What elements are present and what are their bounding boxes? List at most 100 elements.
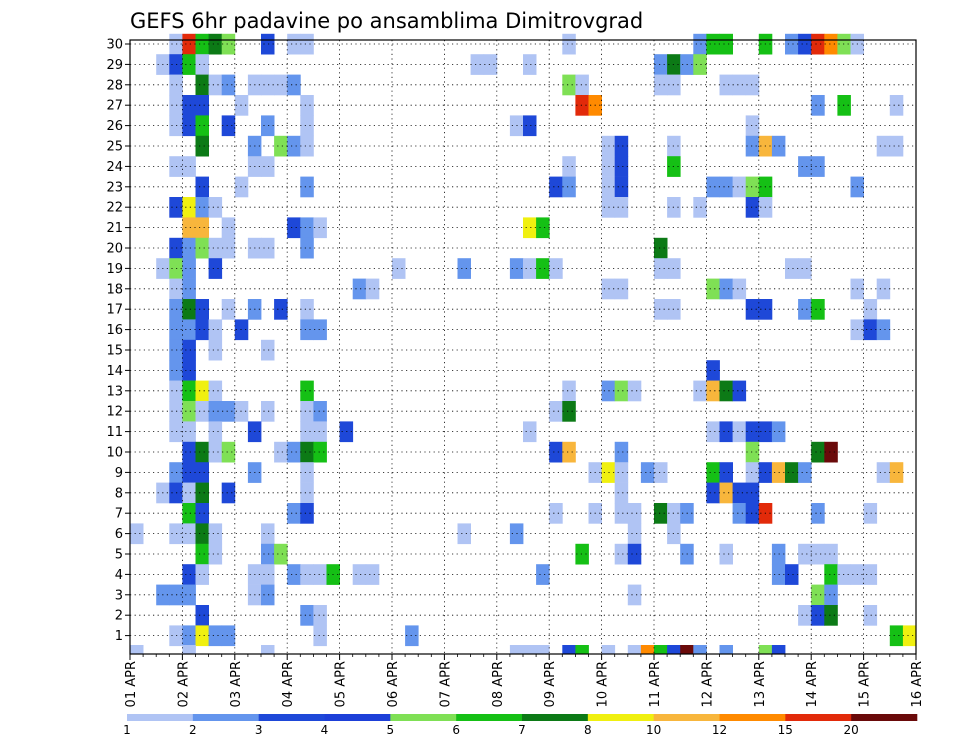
heatmap-cell bbox=[745, 135, 760, 157]
heatmap-cell bbox=[195, 95, 209, 116]
heatmap-cell bbox=[562, 33, 576, 55]
heatmap-cell bbox=[261, 523, 275, 545]
heatmap-cell bbox=[195, 197, 209, 218]
heatmap-cell bbox=[798, 543, 812, 565]
heatmap-cell bbox=[208, 625, 223, 647]
y-tick-label: 27 bbox=[106, 99, 123, 114]
heatmap-cell bbox=[549, 258, 563, 279]
heatmap-cell bbox=[627, 645, 642, 654]
heatmap-cell bbox=[745, 462, 760, 483]
heatmap-cell bbox=[300, 380, 314, 402]
colorbar-swatch bbox=[258, 714, 325, 721]
heatmap-cell bbox=[785, 33, 799, 55]
y-tick-label: 11 bbox=[106, 425, 123, 440]
heatmap-cell bbox=[654, 299, 668, 320]
heatmap-cell bbox=[300, 564, 314, 585]
heatmap-cell bbox=[706, 462, 720, 483]
colorbar-tick-label: 6 bbox=[452, 723, 460, 737]
x-tick-label: 07 APR bbox=[438, 661, 453, 707]
heatmap-cell bbox=[365, 278, 380, 300]
heatmap-cell bbox=[706, 278, 720, 300]
heatmap-cell bbox=[614, 176, 629, 198]
heatmap-cell bbox=[811, 543, 825, 565]
heatmap-cell bbox=[745, 197, 760, 218]
colorbar-tick-label: 15 bbox=[778, 723, 793, 737]
heatmap-cell bbox=[798, 258, 812, 279]
heatmap-cell bbox=[889, 625, 904, 647]
heatmap-cell bbox=[601, 278, 616, 300]
heatmap-cell bbox=[575, 74, 589, 96]
heatmap-cell bbox=[221, 74, 236, 96]
heatmap-cell bbox=[130, 523, 144, 545]
heatmap-cell bbox=[876, 462, 891, 483]
heatmap-cell bbox=[719, 645, 733, 654]
x-tick-label: 10 APR bbox=[596, 661, 611, 707]
heatmap-cell bbox=[654, 462, 668, 483]
heatmap-cell bbox=[182, 339, 196, 361]
heatmap-cell bbox=[811, 156, 825, 177]
heatmap-cell bbox=[208, 339, 223, 361]
heatmap-cell bbox=[287, 503, 301, 524]
heatmap-cell bbox=[745, 115, 760, 137]
heatmap-cell bbox=[300, 299, 314, 320]
heatmap-cell bbox=[627, 543, 642, 565]
heatmap-cell bbox=[261, 584, 275, 606]
y-tick-label: 2 bbox=[115, 609, 123, 624]
heatmap-cell bbox=[902, 625, 917, 647]
heatmap-cell bbox=[287, 135, 301, 157]
heatmap-cell bbox=[221, 115, 236, 137]
heatmap-cell bbox=[195, 176, 209, 198]
heatmap-cell bbox=[693, 645, 707, 654]
y-tick-label: 20 bbox=[106, 242, 123, 257]
x-tick-label: 15 APR bbox=[858, 661, 873, 707]
heatmap-cell bbox=[732, 74, 747, 96]
heatmap-cell bbox=[536, 564, 550, 585]
heatmap-cell bbox=[627, 523, 642, 545]
colorbar-tick-label: 1 bbox=[123, 723, 131, 737]
heatmap-cell bbox=[208, 380, 223, 402]
heatmap-cell bbox=[195, 625, 209, 647]
colorbar-swatch bbox=[390, 714, 457, 721]
y-tick-label: 4 bbox=[115, 568, 123, 583]
y-tick-label: 18 bbox=[106, 282, 123, 297]
y-tick-label: 15 bbox=[106, 344, 123, 359]
heatmap-cell bbox=[300, 115, 314, 137]
heatmap-cell bbox=[798, 462, 812, 483]
heatmap-cell bbox=[470, 54, 485, 75]
x-tick-label: 02 APR bbox=[176, 661, 191, 707]
heatmap-cell bbox=[195, 401, 209, 422]
x-tick-label: 08 APR bbox=[491, 661, 506, 707]
x-tick-label: 05 APR bbox=[334, 661, 349, 707]
heatmap-cell bbox=[300, 503, 314, 524]
heatmap-cell bbox=[562, 380, 576, 402]
heatmap-cell bbox=[693, 33, 707, 55]
heatmap-cell bbox=[562, 441, 576, 463]
heatmap-cell bbox=[745, 299, 760, 320]
y-tick-label: 9 bbox=[115, 466, 123, 481]
heatmap-cell bbox=[405, 625, 419, 647]
heatmap-cell bbox=[523, 421, 537, 443]
heatmap-cell bbox=[208, 421, 223, 443]
heatmap-cell bbox=[182, 197, 196, 218]
heatmap-cell bbox=[811, 605, 825, 626]
heatmap-cell bbox=[274, 441, 288, 463]
heatmap-cell bbox=[365, 564, 380, 585]
heatmap-cell bbox=[824, 441, 838, 463]
heatmap-cell bbox=[614, 482, 629, 504]
heatmap-cell bbox=[182, 462, 196, 483]
heatmap-cell bbox=[483, 54, 498, 75]
y-tick-label: 12 bbox=[106, 405, 123, 420]
heatmap-cell bbox=[261, 74, 275, 96]
heatmap-cell bbox=[195, 299, 209, 320]
heatmap-cell bbox=[785, 258, 799, 279]
heatmap-cell bbox=[274, 299, 288, 320]
heatmap-cell bbox=[182, 441, 196, 463]
heatmap-cell bbox=[182, 258, 196, 279]
colorbar-swatch bbox=[785, 714, 852, 721]
colorbar-swatch bbox=[522, 714, 589, 721]
heatmap-cell bbox=[640, 645, 655, 654]
y-tick-label: 23 bbox=[106, 180, 123, 195]
heatmap-cell bbox=[693, 54, 707, 75]
heatmap-cell bbox=[601, 176, 616, 198]
heatmap-cell bbox=[732, 482, 747, 504]
